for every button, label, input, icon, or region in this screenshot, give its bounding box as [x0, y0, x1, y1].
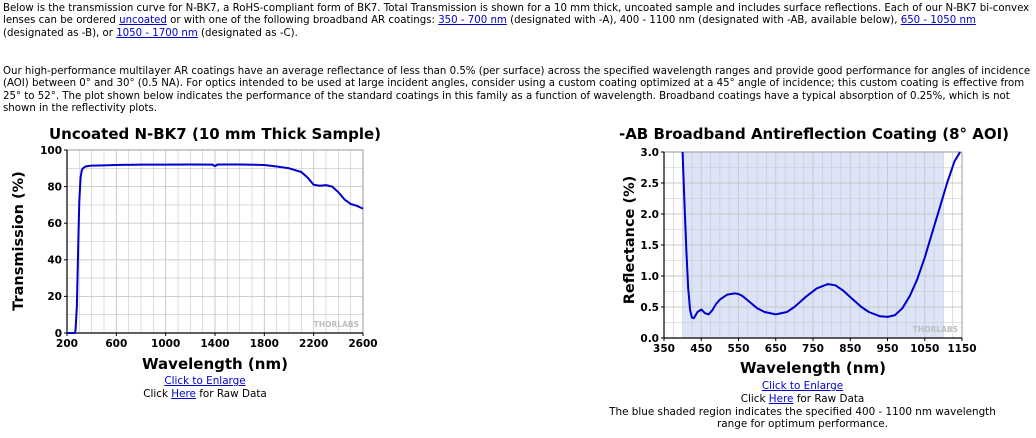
- right-watermark: THORLABS: [913, 325, 958, 334]
- right-x-tick-label: 650: [765, 343, 787, 355]
- right-x-tick-label: 850: [839, 343, 861, 355]
- right-y-axis-label: Reflectance (%): [622, 176, 638, 304]
- left-series-line: [67, 163, 364, 334]
- right-y-tick-label: 1.5: [640, 240, 659, 252]
- left-y-axis-label: Transmission (%): [11, 171, 27, 311]
- right-x-axis-label: Wavelength (nm): [740, 359, 886, 377]
- intro-text: (designated with -A), 400 - 1100 nm (des…: [506, 15, 901, 27]
- right-x-tick-label: 550: [728, 343, 750, 355]
- right-x-tick-label: 1050: [910, 343, 939, 355]
- right-x-tick-label: 350: [653, 343, 675, 355]
- left-y-tick-label: 60: [47, 218, 62, 230]
- left-watermark: THORLABS: [314, 320, 359, 329]
- right-enlarge-link[interactable]: Click to Enlarge: [761, 380, 844, 392]
- raw-data-text: Click: [143, 387, 172, 400]
- coating-650-1050-link[interactable]: 650 - 1050 nm: [900, 15, 976, 27]
- raw-data-text: for Raw Data: [793, 392, 865, 405]
- left-x-tick-label: 2600: [348, 338, 377, 350]
- left-chart-caption: Click to Enlarge Click Here for Raw Data: [90, 375, 320, 401]
- right-x-tick-label: 1150: [947, 343, 976, 355]
- right-y-tick-label: 0.5: [640, 302, 659, 314]
- uncoated-link[interactable]: uncoated: [119, 15, 167, 27]
- left-y-tick-label: 80: [47, 181, 62, 193]
- left-y-tick-label: 40: [47, 255, 62, 267]
- coating-350-700-link[interactable]: 350 - 700 nm: [438, 15, 507, 27]
- right-y-tick-label: 3.0: [640, 147, 659, 159]
- left-x-tick-label: 600: [105, 338, 127, 350]
- left-x-tick-label: 1000: [151, 338, 180, 350]
- left-x-tick-label: 2200: [299, 338, 328, 350]
- left-y-tick-label: 100: [40, 145, 62, 157]
- intro-paragraph-2: Our high-performance multilayer AR coati…: [3, 66, 1031, 114]
- intro-paragraph-1: Below is the transmission curve for N-BK…: [3, 3, 1031, 40]
- right-chart-title: -AB Broadband Antireflection Coating (8°…: [619, 125, 1009, 143]
- left-x-tick-label: 200: [56, 338, 78, 350]
- right-y-tick-label: 2.0: [640, 209, 659, 221]
- intro-text: or with one of the following broadband A…: [166, 15, 439, 27]
- shaded-region-note: The blue shaded region indicates the spe…: [609, 405, 996, 431]
- right-series-line: [681, 151, 961, 320]
- right-x-tick-label: 750: [802, 343, 824, 355]
- right-raw-data-link[interactable]: Here: [768, 392, 794, 405]
- left-x-tick-label: 1800: [250, 338, 279, 350]
- right-y-tick-label: 1.0: [640, 271, 659, 283]
- intro-text: (designated as -B), or: [3, 27, 117, 39]
- raw-data-text: for Raw Data: [195, 387, 267, 400]
- coating-1050-1700-link[interactable]: 1050 - 1700 nm: [116, 27, 198, 39]
- intro-text: Below is the transmission curve for N-BK…: [3, 3, 1030, 27]
- right-chart-caption: Click to Enlarge Click Here for Raw Data…: [600, 380, 1005, 431]
- right-y-tick-label: 0.0: [640, 333, 659, 345]
- left-chart-title: Uncoated N-BK7 (10 mm Thick Sample): [49, 125, 381, 143]
- left-enlarge-link[interactable]: Click to Enlarge: [164, 375, 246, 387]
- right-x-tick-label: 950: [877, 343, 899, 355]
- raw-data-text: Click: [740, 392, 769, 405]
- left-x-tick-label: 1400: [200, 338, 229, 350]
- right-y-tick-label: 2.5: [640, 178, 659, 190]
- intro-text: (designated as -C).: [197, 27, 298, 39]
- left-y-tick-label: 20: [47, 291, 62, 303]
- left-raw-data-link[interactable]: Here: [171, 387, 196, 400]
- right-x-tick-label: 450: [690, 343, 712, 355]
- left-x-axis-label: Wavelength (nm): [142, 355, 288, 373]
- left-y-tick-label: 0: [55, 328, 62, 340]
